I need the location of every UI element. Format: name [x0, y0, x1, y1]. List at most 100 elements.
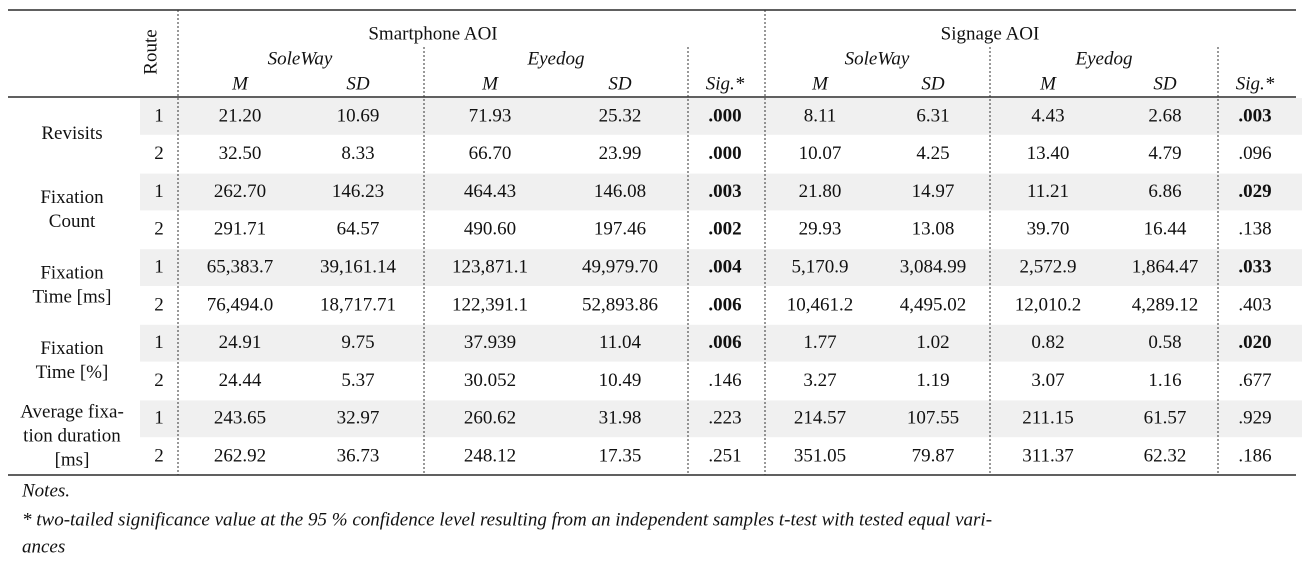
cell: 3.27	[803, 370, 836, 391]
cell: 311.37	[1022, 445, 1074, 466]
cell: 490.60	[464, 219, 516, 240]
cell: .033	[1238, 256, 1271, 277]
column-header: M	[481, 73, 499, 94]
cell: 10,461.2	[787, 294, 854, 315]
cell: 262.92	[214, 445, 266, 466]
cell: 107.55	[907, 408, 959, 429]
cell: .006	[708, 332, 741, 353]
cell: 4,289.12	[1132, 294, 1199, 315]
cell: 39.70	[1027, 219, 1070, 240]
column-header: Sig.*	[1236, 73, 1275, 94]
measure-label: tion duration	[23, 426, 121, 447]
cell: 21.80	[799, 181, 842, 202]
route-cell: 1	[154, 332, 164, 353]
measure-label: Revisits	[41, 123, 102, 144]
cell: 65,383.7	[207, 256, 274, 277]
cell: 11.04	[599, 332, 642, 353]
cell: 36.73	[337, 445, 380, 466]
cell: 211.15	[1022, 408, 1074, 429]
cell: 13.08	[912, 219, 955, 240]
cell: .003	[1238, 105, 1271, 126]
cell: .223	[708, 408, 741, 429]
cell: 262.70	[214, 181, 266, 202]
cell: 37.939	[464, 332, 516, 353]
cell: 1.19	[916, 370, 949, 391]
cell: .004	[708, 256, 742, 277]
row-shading	[140, 98, 1302, 438]
measure-label: Fixation	[40, 262, 104, 283]
cell: 18,717.71	[320, 294, 396, 315]
cell: 351.05	[794, 445, 846, 466]
route-cell: 2	[154, 143, 164, 164]
cell: 13.40	[1027, 143, 1070, 164]
cell: 464.43	[464, 181, 516, 202]
cell: 6.31	[916, 105, 949, 126]
row-band	[140, 400, 1302, 438]
cell: .929	[1238, 408, 1271, 429]
cell: 0.58	[1148, 332, 1181, 353]
cell: 9.75	[341, 332, 374, 353]
subgroup-header: Eyedog	[1075, 48, 1133, 69]
cell: 21.20	[219, 105, 262, 126]
cell: 16.44	[1144, 219, 1187, 240]
cell: 79.87	[912, 445, 955, 466]
notes-line: ances	[22, 536, 65, 557]
cell: 1.77	[803, 332, 836, 353]
subgroup-header: SoleWay	[845, 48, 910, 69]
measure-label: [ms]	[55, 450, 90, 471]
cell: 3,084.99	[900, 256, 967, 277]
cell: 146.08	[594, 181, 646, 202]
route-cell: 2	[154, 370, 164, 391]
cell: 25.32	[599, 105, 642, 126]
cell: 29.93	[799, 219, 842, 240]
row-band	[140, 173, 1302, 211]
cell: 17.35	[599, 445, 642, 466]
column-header: Sig.*	[706, 73, 745, 94]
column-header: SD	[346, 73, 370, 94]
cell: 52,893.86	[582, 294, 658, 315]
cell: 146.23	[332, 181, 384, 202]
cell: 61.57	[1144, 408, 1187, 429]
cell: 10.07	[799, 143, 842, 164]
subgroup-header: SoleWay	[268, 48, 333, 69]
row-band	[140, 324, 1302, 362]
measure-label: Time [ms]	[32, 286, 111, 307]
route-cell: 1	[154, 105, 164, 126]
row-band	[140, 249, 1302, 286]
cell: 8.33	[341, 143, 374, 164]
cell: 260.62	[464, 408, 516, 429]
cell: 5.37	[341, 370, 374, 391]
cell: 4.43	[1031, 105, 1064, 126]
cell: 24.91	[219, 332, 262, 353]
group-header: Signage AOI	[941, 23, 1040, 44]
cell: 4,495.02	[900, 294, 967, 315]
column-header: SD	[1153, 73, 1177, 94]
route-cell: 2	[154, 445, 164, 466]
route-cell: 1	[154, 181, 164, 202]
cell: 31.98	[599, 408, 642, 429]
cell: .020	[1238, 332, 1271, 353]
cell: 10.69	[337, 105, 380, 126]
cell: .003	[708, 181, 741, 202]
column-header: SD	[608, 73, 632, 94]
cell: 11.21	[1027, 181, 1069, 202]
route-cell: 2	[154, 294, 164, 315]
cell: 32.50	[219, 143, 262, 164]
cell: .186	[1238, 445, 1271, 466]
cell: .000	[708, 143, 741, 164]
column-header: M	[1039, 73, 1057, 94]
measure-label: Average fixa-	[20, 402, 124, 423]
cell: 1.02	[916, 332, 949, 353]
route-cell: 2	[154, 219, 164, 240]
cell: 2,572.9	[1020, 256, 1077, 277]
route-header: Route	[140, 29, 161, 74]
cell: .002	[708, 219, 741, 240]
cell: .138	[1238, 219, 1271, 240]
subgroup-header: Eyedog	[527, 48, 585, 69]
measure-label: Count	[49, 211, 96, 232]
cell: 39,161.14	[320, 256, 397, 277]
cell: 243.65	[214, 408, 266, 429]
cell: 71.93	[469, 105, 512, 126]
